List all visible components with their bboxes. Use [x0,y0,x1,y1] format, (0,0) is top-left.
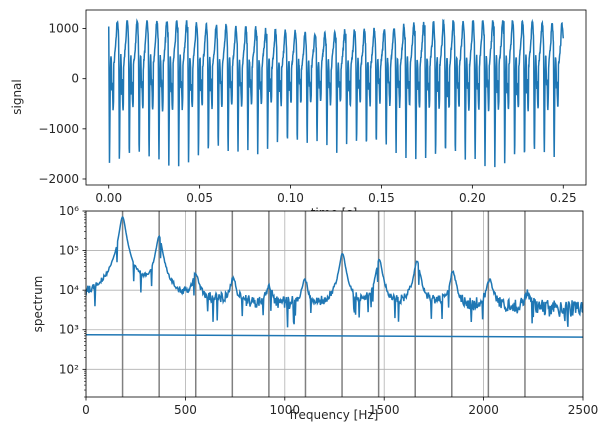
signal-axes-frame [85,9,587,186]
spectrum-xtick-label: 500 [174,403,197,417]
spectrum-xtick-label: 2500 [568,403,599,417]
signal-xtick-label: 0.10 [277,191,304,205]
signal-xtick-label: 0.15 [368,191,395,205]
spectrum-ytick-label: 10⁴ [59,283,79,297]
signal-panel: 0.00 0.05 0.10 0.15 0.20 0.25−2000−100001000 … [10,9,587,220]
signal-content [107,18,565,168]
spectrum-ylabel: spectrum [31,276,45,333]
spectrum-ytick-label: 10² [59,362,79,376]
signal-series-line [107,18,565,168]
signal-xtick-label: 0.25 [550,191,577,205]
signal-xtick-label: 0.00 [95,191,122,205]
spectrum-panel: 0 500 1000 1500 2000 2500 10² 10³ 10⁴ 10⁵ 10⁶ freq… [31,204,598,422]
signal-xtick-label: 0.05 [186,191,213,205]
signal-ytick-label: 0 [71,72,79,86]
signal-ticks: 0.00 0.05 0.10 0.15 0.20 0.25 −2000 −1000 0 1000 [38,22,576,205]
spectrum-series-line [86,216,583,328]
spectrum-xtick-label: 1500 [369,403,400,417]
spectrum-xlabel: frequency [Hz] [290,408,379,422]
spectrum-ticks: 0 500 1000 1500 2000 2500 10² 10³ 10⁴ 10⁵ 10⁶ [59,204,598,417]
spectrum-axes-frame [85,210,584,398]
signal-ytick-label: −2000 [38,172,79,186]
spectrum-xtick-label: 0 [82,403,90,417]
spectrum-flat-line [86,333,583,338]
spectrum-ytick-label: 10⁵ [59,244,79,258]
signal-ylabel: signal [10,79,24,115]
spectrum-ytick-label: 10³ [59,323,79,337]
signal-ytick-label: −1000 [38,122,79,136]
spectrum-xtick-label: 2000 [468,403,499,417]
spectrum-xtick-label: 1000 [270,403,301,417]
signal-ytick-label: 1000 [48,22,79,36]
spectrum-ytick-label: 10⁶ [59,204,79,218]
spectrum-content [86,211,583,397]
signal-xtick-label: 0.20 [459,191,486,205]
